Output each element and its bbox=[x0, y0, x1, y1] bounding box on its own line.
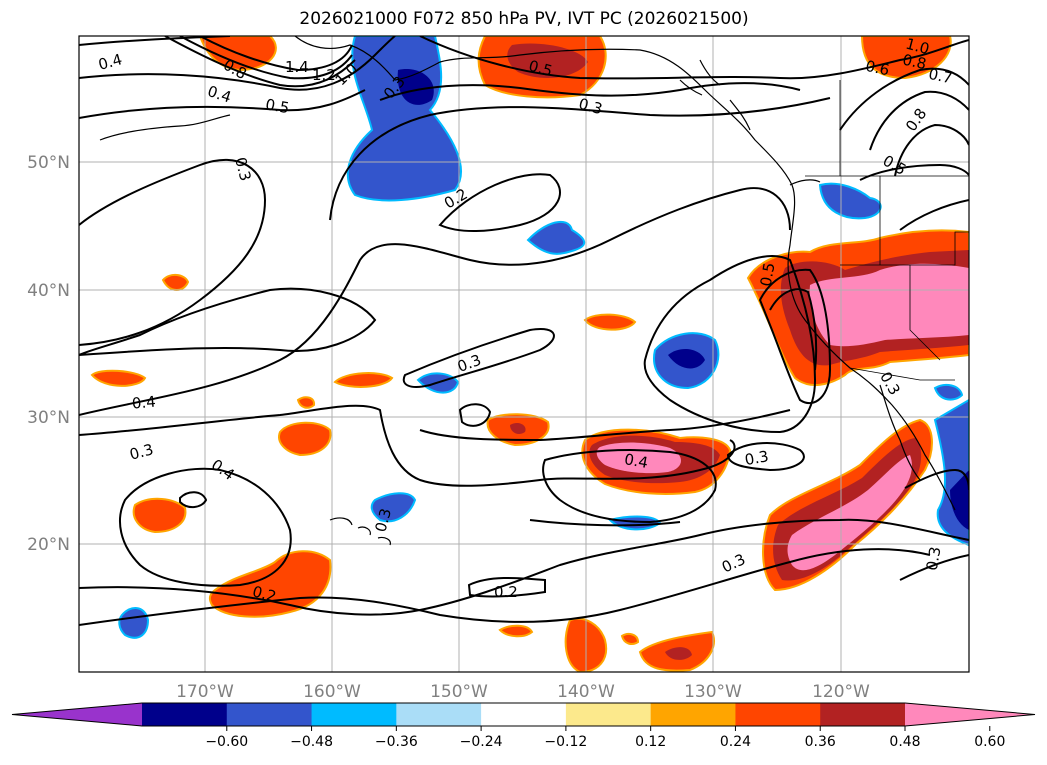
colorbar-tick-label: 0.12 bbox=[635, 734, 666, 750]
pv-contours bbox=[79, 36, 969, 626]
pv-positive-region bbox=[498, 624, 534, 638]
colorbar-segment bbox=[142, 703, 228, 726]
colorbar-segment bbox=[311, 703, 397, 726]
lon-tick-label: 160°W bbox=[303, 682, 361, 702]
contour-label: 0.4 bbox=[96, 50, 124, 74]
colorbar-tick-label: −0.60 bbox=[205, 734, 248, 750]
colorbar-tick-label: −0.48 bbox=[290, 734, 333, 750]
colorbar-extend-high bbox=[905, 703, 1035, 726]
pv-negative-core bbox=[950, 470, 969, 530]
contour-label: 0.2 bbox=[494, 583, 518, 601]
contour-label: 0.2 bbox=[250, 582, 278, 606]
colorbar-tick-label: 0.48 bbox=[889, 734, 920, 750]
contour-label: 0.3 bbox=[923, 545, 945, 572]
lat-tick-label: 40°N bbox=[27, 281, 70, 301]
lon-tick-label: 150°W bbox=[430, 682, 488, 702]
colorbar: −0.60 −0.48 −0.36 −0.24 −0.12 0.12 0.24 0.36 0.4… bbox=[11, 702, 1036, 750]
lat-tick-label: 50°N bbox=[27, 153, 70, 173]
colorbar-tick-label: 0.24 bbox=[720, 734, 751, 750]
colorbar-segment bbox=[396, 703, 482, 726]
pv-positive-core bbox=[510, 422, 526, 435]
colorbar-segment bbox=[820, 703, 906, 726]
contour-label: 0.4 bbox=[131, 393, 156, 413]
contour-label: 0.5 bbox=[264, 95, 291, 117]
pv-positive-peak bbox=[809, 263, 969, 347]
colorbar-tick-label: −0.36 bbox=[375, 734, 418, 750]
contour-label: 1.0 bbox=[904, 35, 932, 59]
colorbar-segment bbox=[565, 703, 652, 726]
contour-label: 0.3 bbox=[743, 447, 770, 469]
contour-label: 0.3 bbox=[128, 440, 156, 464]
lon-tick-labels: 170°W 160°W 150°W 140°W 130°W 120°W bbox=[176, 682, 870, 702]
pv-positive-region bbox=[278, 421, 332, 457]
pv-negative-core bbox=[397, 69, 434, 105]
colorbar-segment bbox=[650, 703, 736, 726]
contour-label: 0.4 bbox=[623, 450, 650, 472]
pv-negative-region bbox=[346, 36, 462, 202]
pv-positive-region bbox=[161, 274, 190, 291]
contour-label: 0.7 bbox=[927, 65, 954, 88]
colorbar-tick-label: −0.24 bbox=[460, 734, 503, 750]
contour-label: 0.3 bbox=[577, 95, 605, 119]
colorbar-tick-label: −0.12 bbox=[544, 734, 587, 750]
pv-negative-core bbox=[668, 348, 705, 369]
pv-positive-region bbox=[208, 550, 332, 618]
lon-tick-label: 120°W bbox=[812, 682, 870, 702]
pv-positive-region bbox=[90, 369, 147, 387]
contour-label: 0.8 bbox=[901, 51, 928, 74]
pv-negative-region bbox=[118, 607, 150, 639]
colorbar-tick-label: 0.36 bbox=[805, 734, 836, 750]
pv-negative-region bbox=[933, 383, 964, 401]
contour-label: 0.3 bbox=[231, 155, 255, 183]
contour-label: 0.5 bbox=[757, 261, 779, 288]
contour-label: 1.2 bbox=[312, 66, 336, 84]
pv-positive-region bbox=[860, 36, 952, 80]
contour-label: 0.6 bbox=[864, 57, 891, 80]
lat-tick-labels: 50°N 40°N 30°N 20°N bbox=[27, 153, 70, 555]
borders bbox=[805, 80, 969, 381]
coastlines bbox=[99, 36, 956, 546]
colorbar-segment bbox=[481, 703, 567, 726]
lon-tick-label: 130°W bbox=[684, 682, 742, 702]
contour-label: 0.5 bbox=[527, 57, 555, 81]
pv-positive-region bbox=[132, 497, 187, 534]
colorbar-tick-label: 0.60 bbox=[974, 734, 1005, 750]
contour-label: 1.4 bbox=[285, 58, 309, 76]
contour-label: 0.3 bbox=[371, 506, 395, 534]
pv-negative-region bbox=[526, 220, 586, 255]
colorbar-extend-low bbox=[12, 703, 142, 726]
pv-positive-region bbox=[620, 633, 640, 645]
lon-tick-label: 140°W bbox=[557, 682, 615, 702]
map-frame bbox=[78, 35, 970, 673]
lon-tick-label: 170°W bbox=[176, 682, 234, 702]
colorbar-outline bbox=[11, 702, 1036, 727]
pv-positive-region bbox=[333, 372, 394, 388]
lat-tick-label: 20°N bbox=[27, 535, 70, 555]
colorbar-segment bbox=[735, 703, 821, 726]
pv-negative-region bbox=[370, 492, 417, 523]
pv-positive-peak bbox=[787, 455, 912, 571]
colorbar-segment bbox=[226, 703, 313, 726]
lat-tick-label: 30°N bbox=[27, 408, 70, 428]
map-title: 2026021000 F072 850 hPa PV, IVT PC (2026… bbox=[299, 9, 749, 29]
pv-positive-core bbox=[665, 647, 692, 660]
pv-positive-region bbox=[296, 396, 316, 409]
pv-positive-region bbox=[583, 313, 637, 331]
pv-positive-core bbox=[507, 43, 588, 78]
